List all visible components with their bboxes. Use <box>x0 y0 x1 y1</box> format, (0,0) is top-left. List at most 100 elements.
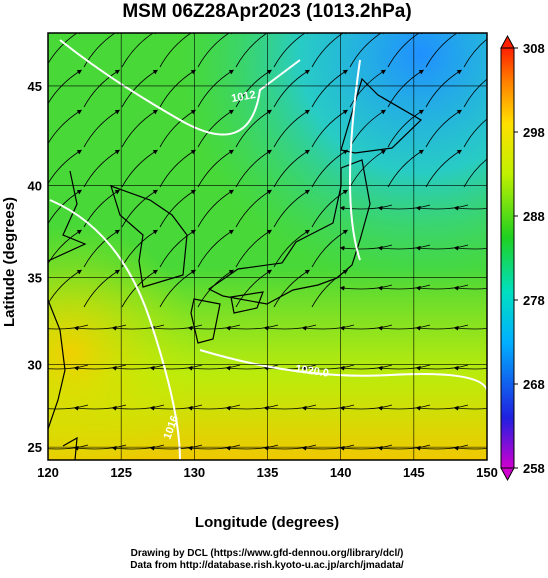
streamline <box>339 284 393 291</box>
streamline <box>149 364 203 371</box>
streamline <box>463 118 487 148</box>
plot-frame <box>47 32 488 461</box>
colorbar-tick-label: 298 <box>523 125 545 140</box>
streamline <box>453 245 487 251</box>
streamline <box>453 285 487 291</box>
streamline <box>339 364 393 371</box>
streamline <box>73 324 127 331</box>
streamline <box>453 445 487 451</box>
streamline <box>463 78 487 108</box>
streamline <box>111 324 165 331</box>
x-tick-label: 150 <box>476 465 498 480</box>
streamline <box>273 189 311 228</box>
y-tick-label: 45 <box>28 79 42 94</box>
streamline <box>425 69 463 108</box>
streamline <box>301 404 355 411</box>
streamline <box>387 149 425 188</box>
streamline <box>48 444 89 450</box>
streamline <box>301 324 355 331</box>
streamline <box>121 149 159 188</box>
streamline <box>48 404 89 410</box>
streamline <box>301 364 355 371</box>
streamline <box>377 364 431 371</box>
streamline <box>48 324 89 330</box>
streamline <box>425 149 463 188</box>
streamline <box>197 149 235 188</box>
colorbar-tick-label: 258 <box>523 461 545 476</box>
streamline <box>311 149 349 188</box>
colorbar-tick-label: 288 <box>523 209 545 224</box>
streamline <box>387 109 425 148</box>
y-axis-label: Latitude (degrees) <box>1 197 18 327</box>
streamline <box>197 69 235 108</box>
contours <box>49 39 487 460</box>
streamline <box>197 109 235 148</box>
streamline <box>197 189 235 228</box>
streamline <box>415 444 469 451</box>
x-tick-label: 145 <box>403 465 425 480</box>
streamline <box>159 269 197 308</box>
streamline <box>273 269 311 308</box>
colorbar-max-arrow <box>500 34 515 49</box>
x-tick-label: 140 <box>330 465 352 480</box>
streamline <box>111 364 165 371</box>
streamline <box>263 404 317 411</box>
streamline <box>273 109 311 148</box>
streamline <box>311 189 349 228</box>
streamline <box>273 149 311 188</box>
streamline <box>235 109 273 148</box>
streamline <box>83 189 121 228</box>
streamline <box>159 109 197 148</box>
streamline <box>235 269 273 308</box>
streamline <box>311 69 349 108</box>
streamline <box>187 444 241 451</box>
streamline <box>415 364 469 371</box>
streamline <box>463 158 487 188</box>
streamline <box>235 189 273 228</box>
streamline <box>263 444 317 451</box>
streamline <box>377 204 431 211</box>
colorbar <box>500 47 515 469</box>
streamline <box>387 69 425 108</box>
streamline <box>187 404 241 411</box>
streamline <box>121 189 159 228</box>
streamline <box>225 404 279 411</box>
streamline <box>159 189 197 228</box>
streamline <box>377 284 431 291</box>
streamline <box>235 229 273 268</box>
streamline <box>377 404 431 411</box>
streamline <box>339 244 393 251</box>
y-tick-label: 30 <box>28 358 42 373</box>
x-tick-label: 130 <box>183 465 205 480</box>
streamline <box>339 324 393 331</box>
streamline <box>263 364 317 371</box>
x-tick-label: 120 <box>37 465 59 480</box>
streamline <box>73 404 127 411</box>
streamline <box>311 229 349 268</box>
streamline <box>415 204 469 211</box>
streamline <box>48 364 89 370</box>
streamline <box>377 324 431 331</box>
contour-label: 1020.0 <box>295 363 330 380</box>
streamline <box>339 404 393 411</box>
streamline <box>73 364 127 371</box>
streamline <box>425 109 463 148</box>
x-axis-label: Longitude (degrees) <box>195 514 339 531</box>
title: MSM 06Z28Apr2023 (1013.2hPa) <box>122 1 411 22</box>
streamline <box>159 69 197 108</box>
credit: Drawing by DCL (https://www.gfd-dennou.o… <box>131 548 404 559</box>
streamline <box>187 364 241 371</box>
y-tick-label: 35 <box>28 271 42 286</box>
streamline <box>339 444 393 451</box>
streamline <box>121 109 159 148</box>
streamline <box>149 404 203 411</box>
streamline <box>339 204 393 211</box>
colorbar-min-arrow <box>500 467 515 482</box>
streamline <box>225 444 279 451</box>
credit: Data from http://database.rish.kyoto-u.a… <box>130 560 404 571</box>
streamline <box>159 149 197 188</box>
streamline <box>453 405 487 411</box>
streamline <box>197 229 235 268</box>
y-tick-label: 25 <box>28 440 42 455</box>
